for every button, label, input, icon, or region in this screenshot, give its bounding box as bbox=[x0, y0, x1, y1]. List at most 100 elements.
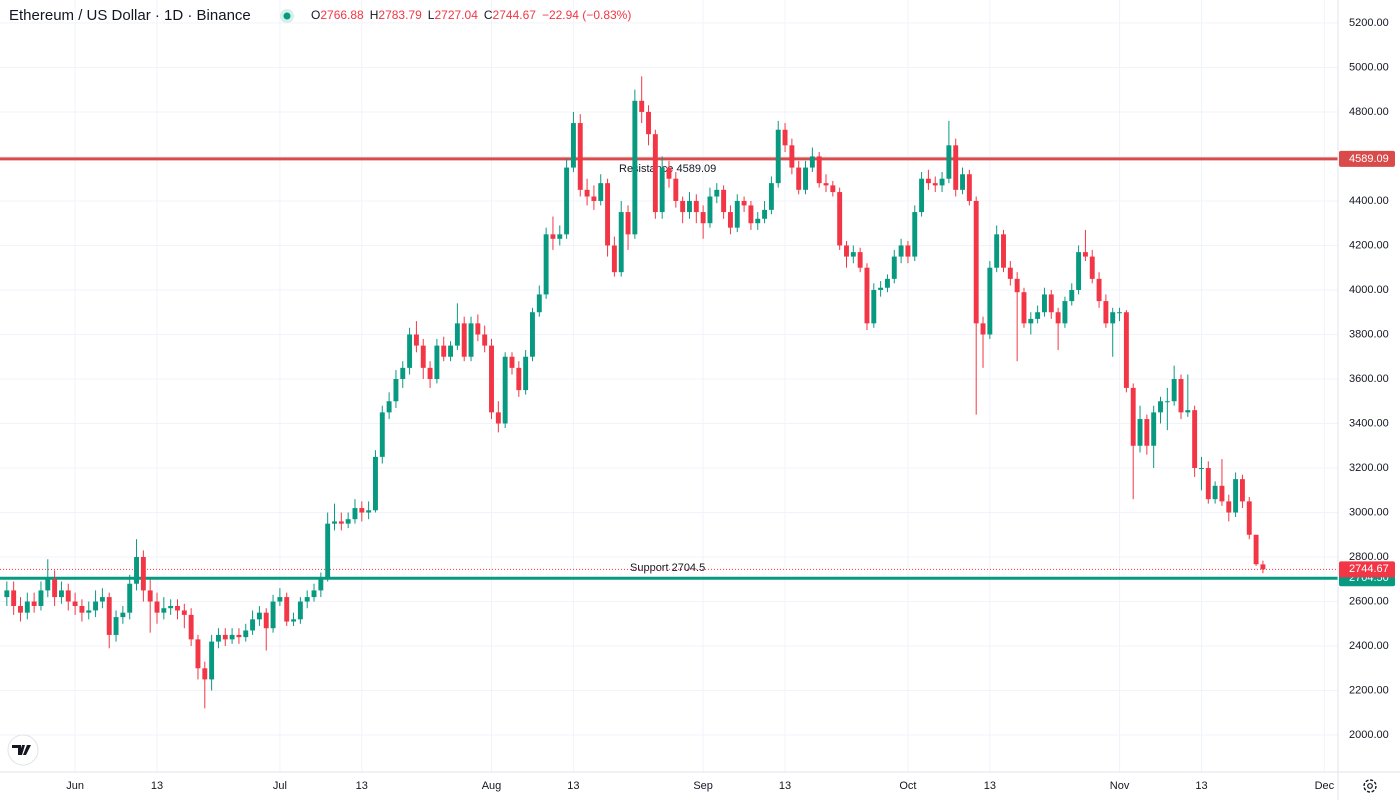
candle-body bbox=[482, 334, 488, 346]
candle-body bbox=[994, 234, 1000, 268]
candle-body bbox=[857, 252, 863, 268]
candle-body bbox=[168, 605, 174, 609]
candle-body bbox=[823, 183, 829, 186]
candle-body bbox=[905, 245, 911, 257]
candle-body bbox=[973, 200, 979, 324]
x-tick-label: 13 bbox=[356, 780, 368, 792]
candle-body bbox=[980, 323, 986, 335]
x-tick-label: Nov bbox=[1110, 780, 1130, 792]
logo-mark bbox=[12, 745, 31, 755]
candle-body bbox=[1137, 419, 1143, 446]
candle-body bbox=[611, 245, 617, 273]
ohlc-value: 2727.04 bbox=[434, 8, 478, 22]
candle-body bbox=[359, 508, 365, 513]
candle-body bbox=[263, 612, 269, 629]
candle-body bbox=[1007, 267, 1013, 279]
candle-body bbox=[1164, 401, 1170, 403]
y-tick-label: 5000.00 bbox=[1349, 61, 1389, 73]
candle-body bbox=[99, 597, 105, 602]
candle-body bbox=[946, 145, 952, 179]
candle-body bbox=[325, 523, 331, 580]
candle-body bbox=[195, 639, 201, 669]
candle-body bbox=[229, 634, 235, 640]
y-tick-label: 3200.00 bbox=[1349, 462, 1389, 474]
candle-body bbox=[393, 378, 399, 402]
candle-body bbox=[741, 200, 747, 206]
candle-body bbox=[441, 345, 447, 357]
candle-body bbox=[1171, 378, 1177, 402]
candle-body bbox=[605, 183, 611, 246]
candle-body bbox=[953, 145, 959, 190]
ohlc-value: 2783.79 bbox=[378, 8, 422, 22]
candle-body bbox=[1014, 278, 1020, 293]
candle-body bbox=[1212, 485, 1218, 500]
candle-body bbox=[113, 617, 119, 635]
candle-body bbox=[24, 601, 30, 613]
x-tick-label: Jul bbox=[273, 780, 287, 792]
candle-body bbox=[700, 212, 706, 224]
candle-body bbox=[1028, 318, 1034, 324]
y-tick-label: 3800.00 bbox=[1349, 328, 1389, 340]
x-tick-label: 13 bbox=[567, 780, 579, 792]
candle-body bbox=[1253, 534, 1259, 565]
candle-body bbox=[987, 267, 993, 335]
candle-body bbox=[127, 583, 133, 613]
axes: 2000.00 2200.00 2400.00 2600.00 2800.00 3000.… bbox=[66, 17, 1395, 792]
candle-body bbox=[939, 178, 945, 186]
candle-body bbox=[632, 100, 638, 235]
settings-button[interactable] bbox=[1363, 779, 1377, 793]
candle-body bbox=[1117, 312, 1123, 314]
candle-body bbox=[318, 579, 324, 591]
candle-body bbox=[1001, 234, 1006, 268]
candle-body bbox=[79, 605, 85, 613]
candle-body bbox=[809, 156, 815, 168]
x-tick-label: 13 bbox=[1195, 780, 1207, 792]
candle-body bbox=[413, 334, 419, 346]
tv-logo[interactable] bbox=[7, 734, 39, 766]
candle-body bbox=[1185, 410, 1191, 413]
candle-body bbox=[755, 218, 761, 224]
candle-body bbox=[434, 345, 440, 379]
candle-body bbox=[727, 212, 733, 228]
candle-body bbox=[557, 234, 563, 239]
candle-body bbox=[748, 205, 754, 224]
candle-body bbox=[495, 412, 501, 424]
candle-body bbox=[188, 614, 194, 640]
candle-body bbox=[1123, 312, 1129, 388]
candle-body bbox=[864, 267, 870, 324]
candle-body bbox=[297, 601, 303, 620]
chart-title: Ethereum / US Dollar · 1D · Binance bbox=[9, 7, 251, 24]
candle-body bbox=[120, 612, 126, 618]
candle-body bbox=[1239, 479, 1245, 502]
x-tick-label: Jun bbox=[66, 780, 84, 792]
candle-body bbox=[912, 212, 918, 257]
candle-body bbox=[919, 178, 925, 213]
candle-body bbox=[277, 597, 283, 602]
candle-body bbox=[707, 196, 713, 224]
candle-body bbox=[768, 183, 774, 210]
x-tick-label: 13 bbox=[151, 780, 163, 792]
candle-body bbox=[871, 289, 877, 324]
gear-outer bbox=[1363, 779, 1377, 793]
y-tick-label: 2800.00 bbox=[1349, 551, 1389, 563]
y-tick-label: 5200.00 bbox=[1349, 17, 1389, 29]
candle-body bbox=[250, 619, 256, 631]
price-tag-label: 4589.09 bbox=[1349, 153, 1389, 165]
candle-body bbox=[140, 557, 146, 591]
candle-body bbox=[721, 189, 727, 213]
candle-body bbox=[4, 590, 10, 598]
candle-body bbox=[386, 401, 392, 413]
candle-body bbox=[181, 610, 187, 615]
candle-body bbox=[543, 234, 549, 295]
candle-body bbox=[1035, 312, 1041, 319]
x-tick-label: Oct bbox=[899, 780, 916, 792]
candle-body bbox=[734, 200, 740, 228]
x-tick-label: 13 bbox=[984, 780, 996, 792]
candle-body bbox=[373, 456, 378, 511]
y-tick-label: 2200.00 bbox=[1349, 684, 1389, 696]
candle-body bbox=[243, 630, 249, 638]
candle-body bbox=[291, 619, 296, 622]
candle-body bbox=[516, 367, 522, 391]
candle-body bbox=[837, 192, 843, 246]
